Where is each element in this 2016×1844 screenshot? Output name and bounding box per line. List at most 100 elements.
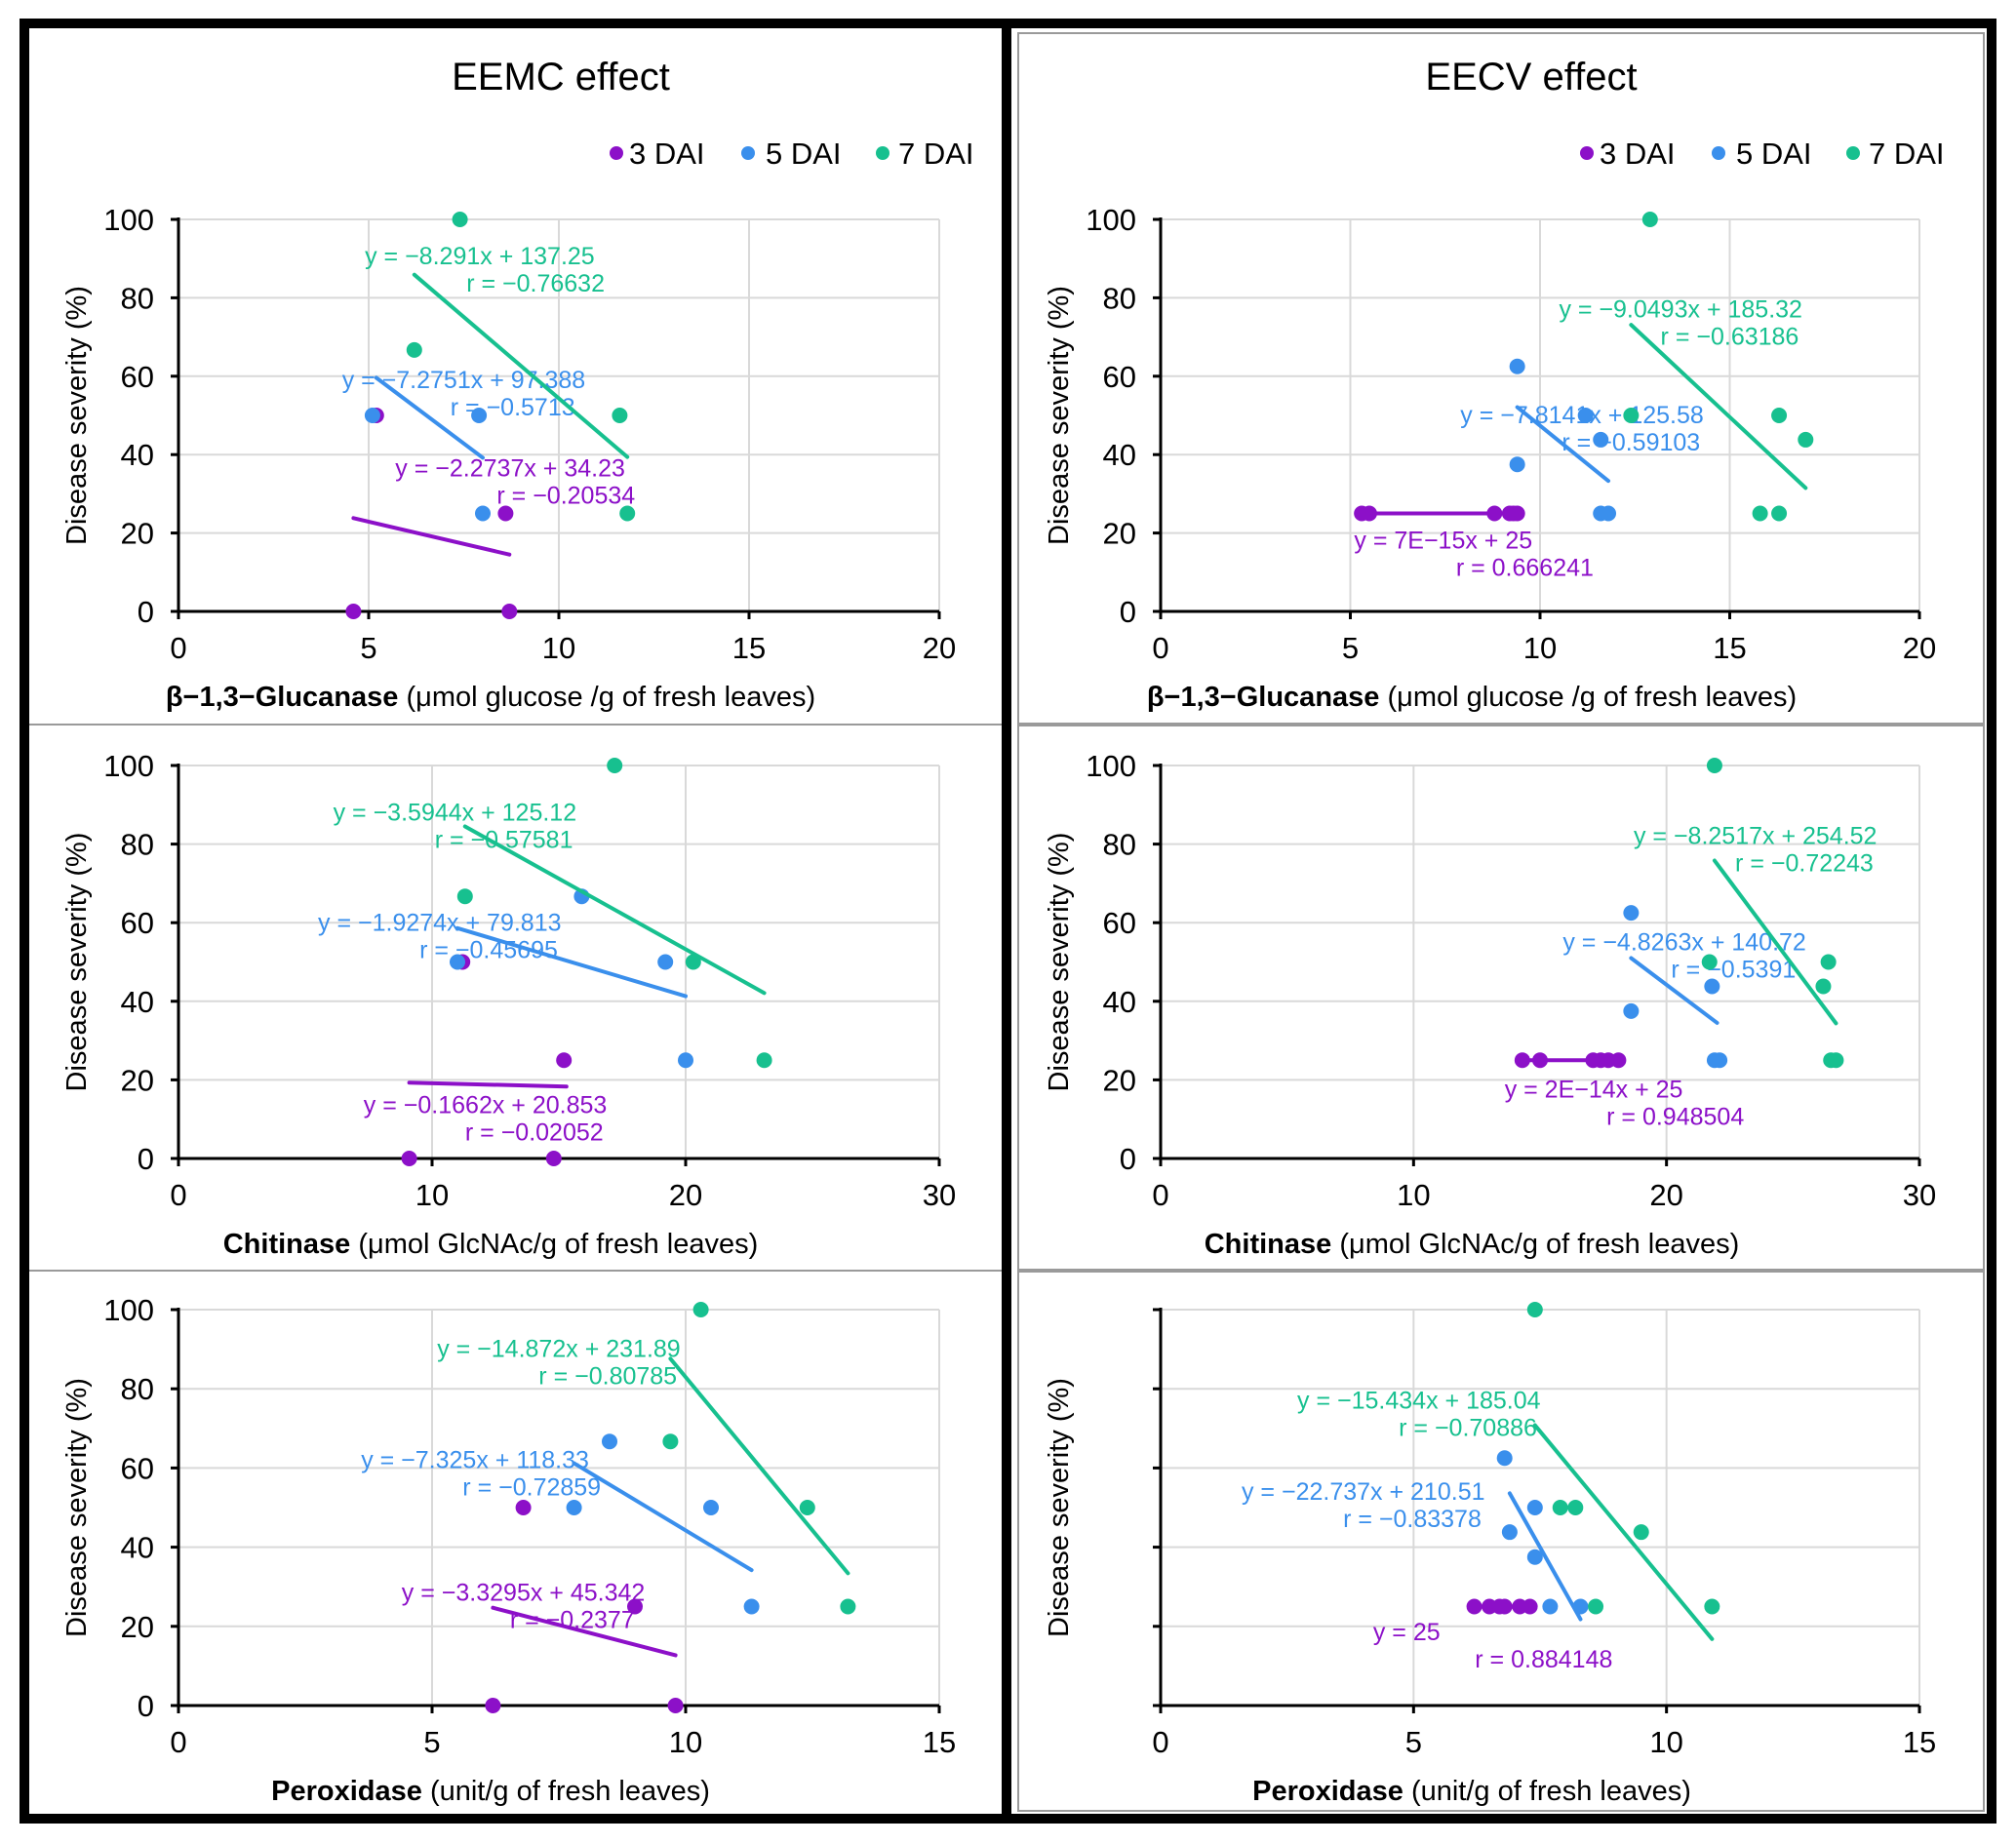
data-point (1361, 505, 1377, 522)
trendline-equation: y = 2E−14x + 25 (1505, 1077, 1683, 1104)
x-tick-label: 5 (1405, 1725, 1422, 1759)
data-point (1706, 758, 1722, 773)
y-axis-label: Disease severity (%) (1044, 833, 1075, 1092)
y-tick-label: 0 (138, 1142, 154, 1176)
data-point (456, 888, 473, 905)
x-tick-label: 20 (1903, 631, 1936, 665)
data-point (556, 1052, 573, 1069)
correlation-label: r = −0.57581 (435, 826, 573, 853)
x-axis-label-unit: (μmol glucose /g of fresh leaves) (398, 682, 815, 713)
x-axis-label-enzyme: β−1,3−Glucanase (1147, 682, 1380, 713)
data-point (1509, 456, 1525, 473)
data-point (1641, 212, 1658, 227)
x-tick-label: 5 (360, 631, 376, 665)
correlation-label: r = −0.5391 (1671, 956, 1796, 983)
data-point (406, 341, 422, 358)
correlation-label: r = −0.45695 (419, 936, 558, 963)
x-tick-label: 30 (923, 1178, 956, 1212)
trendline-equation: y = −15.434x + 185.04 (1297, 1388, 1541, 1415)
y-tick-label: 40 (121, 438, 154, 472)
trendline (1507, 1491, 1583, 1622)
legend-marker-7dai (876, 146, 889, 160)
legend-label-7dai: 7 DAI (898, 137, 974, 171)
data-point (1798, 431, 1814, 448)
y-tick-label: 60 (121, 1451, 154, 1485)
x-tick-label: 5 (1342, 631, 1359, 665)
x-axis-label-unit: (unit/g of fresh leaves) (422, 1776, 710, 1807)
chart-eecv-chitinase: 0 20 40 60 80 100 0 10 20 30 Disease severity (%) C… (1044, 749, 1936, 1260)
data-point (1623, 1002, 1640, 1019)
y-axis-label: Disease severity (%) (1044, 1378, 1075, 1637)
data-point (1815, 978, 1832, 995)
y-tick-label: 80 (121, 1372, 154, 1406)
data-point (1509, 505, 1525, 522)
x-tick-label: 10 (542, 631, 575, 665)
y-tick-label: 20 (121, 517, 154, 551)
data-point (475, 505, 491, 522)
trendline (412, 272, 630, 459)
y-tick-label: 100 (1086, 749, 1136, 783)
trendline-equation: y = −9.0493x + 185.32 (1559, 296, 1802, 324)
data-point (1623, 905, 1640, 922)
data-point (515, 1500, 532, 1515)
x-axis-label-unit: (μmol glucose /g of fresh leaves) (1379, 682, 1797, 713)
data-point (1552, 1500, 1568, 1515)
series-7-dai: y = −15.434x + 185.04r = −0.70886 (1297, 1302, 1720, 1641)
data-point (545, 1151, 562, 1166)
x-tick-label: 15 (1903, 1725, 1936, 1759)
data-point (1820, 954, 1837, 970)
data-point (662, 1433, 679, 1450)
trendline (1712, 858, 1838, 1026)
y-axis-label: Disease severity (%) (61, 1378, 93, 1637)
data-point (450, 954, 465, 970)
correlation-label: r = −0.72859 (462, 1473, 601, 1501)
y-tick-label: 80 (1103, 828, 1136, 862)
correlation-label: r = −0.72243 (1735, 850, 1874, 878)
trendline-equation: y = −2.2737x + 34.23 (395, 454, 625, 482)
trendline (1532, 1423, 1715, 1641)
y-tick-label: 80 (121, 828, 154, 862)
trendline-equation: y = 25 (1373, 1619, 1441, 1646)
data-point (1526, 1302, 1543, 1317)
series-3-dai: y = 7E−15x + 25r = 0.666241 (1354, 505, 1594, 582)
data-point (497, 505, 514, 522)
trendline-equation: y = −0.1662x + 20.853 (364, 1092, 608, 1119)
x-tick-label: 10 (1397, 1178, 1430, 1212)
data-point (1577, 408, 1594, 423)
data-point (1610, 1052, 1627, 1069)
data-point (692, 1302, 709, 1317)
y-tick-label: 0 (138, 1689, 154, 1723)
data-point (1701, 954, 1718, 970)
data-point (799, 1500, 815, 1515)
y-tick-label: 60 (121, 906, 154, 940)
y-tick-label: 0 (1120, 1142, 1136, 1176)
trendline-equation: y = −14.872x + 231.89 (437, 1336, 681, 1363)
column-title-eecv: EECV effect (1425, 56, 1637, 98)
data-point (667, 1698, 684, 1713)
y-tick-label: 0 (1120, 595, 1136, 629)
data-point (1496, 1450, 1513, 1467)
data-point (345, 604, 362, 619)
data-point (1588, 1598, 1604, 1615)
y-axis-label: Disease severity (%) (1044, 286, 1075, 545)
data-point (756, 1052, 772, 1069)
y-tick-label: 60 (121, 360, 154, 394)
data-point (602, 1433, 617, 1450)
x-axis-label-unit: (μmol GlcNAc/g of fresh leaves) (350, 1229, 758, 1260)
legend-label-5dai: 5 DAI (766, 137, 842, 171)
trendline-equation: y = −7.2751x + 97.388 (342, 367, 586, 394)
trendline-equation: y = 7E−15x + 25 (1354, 528, 1532, 555)
panel-border-eecv-2 (1017, 725, 1985, 1271)
series-5-dai: y = −7.8141x + 125.58r = −0.59103 (1460, 358, 1704, 522)
chart-eemc-chitinase: 0 20 40 60 80 100 0 10 20 30 Disease severity (%) C… (61, 749, 956, 1260)
data-point (1623, 408, 1640, 423)
trendline (462, 824, 767, 996)
x-axis-label: Peroxidase (unit/g of fresh leaves) (271, 1776, 710, 1807)
trendline-equation: y = −1.9274x + 79.813 (318, 909, 562, 936)
legend-marker-5dai (1712, 146, 1725, 160)
data-point (1752, 505, 1768, 522)
series-5-dai: y = −4.8263x + 140.72r = −0.5391 (1562, 905, 1806, 1069)
x-tick-label: 10 (415, 1178, 449, 1212)
x-axis-label: β−1,3−Glucanase (μmol glucose /g of fres… (1147, 682, 1797, 713)
